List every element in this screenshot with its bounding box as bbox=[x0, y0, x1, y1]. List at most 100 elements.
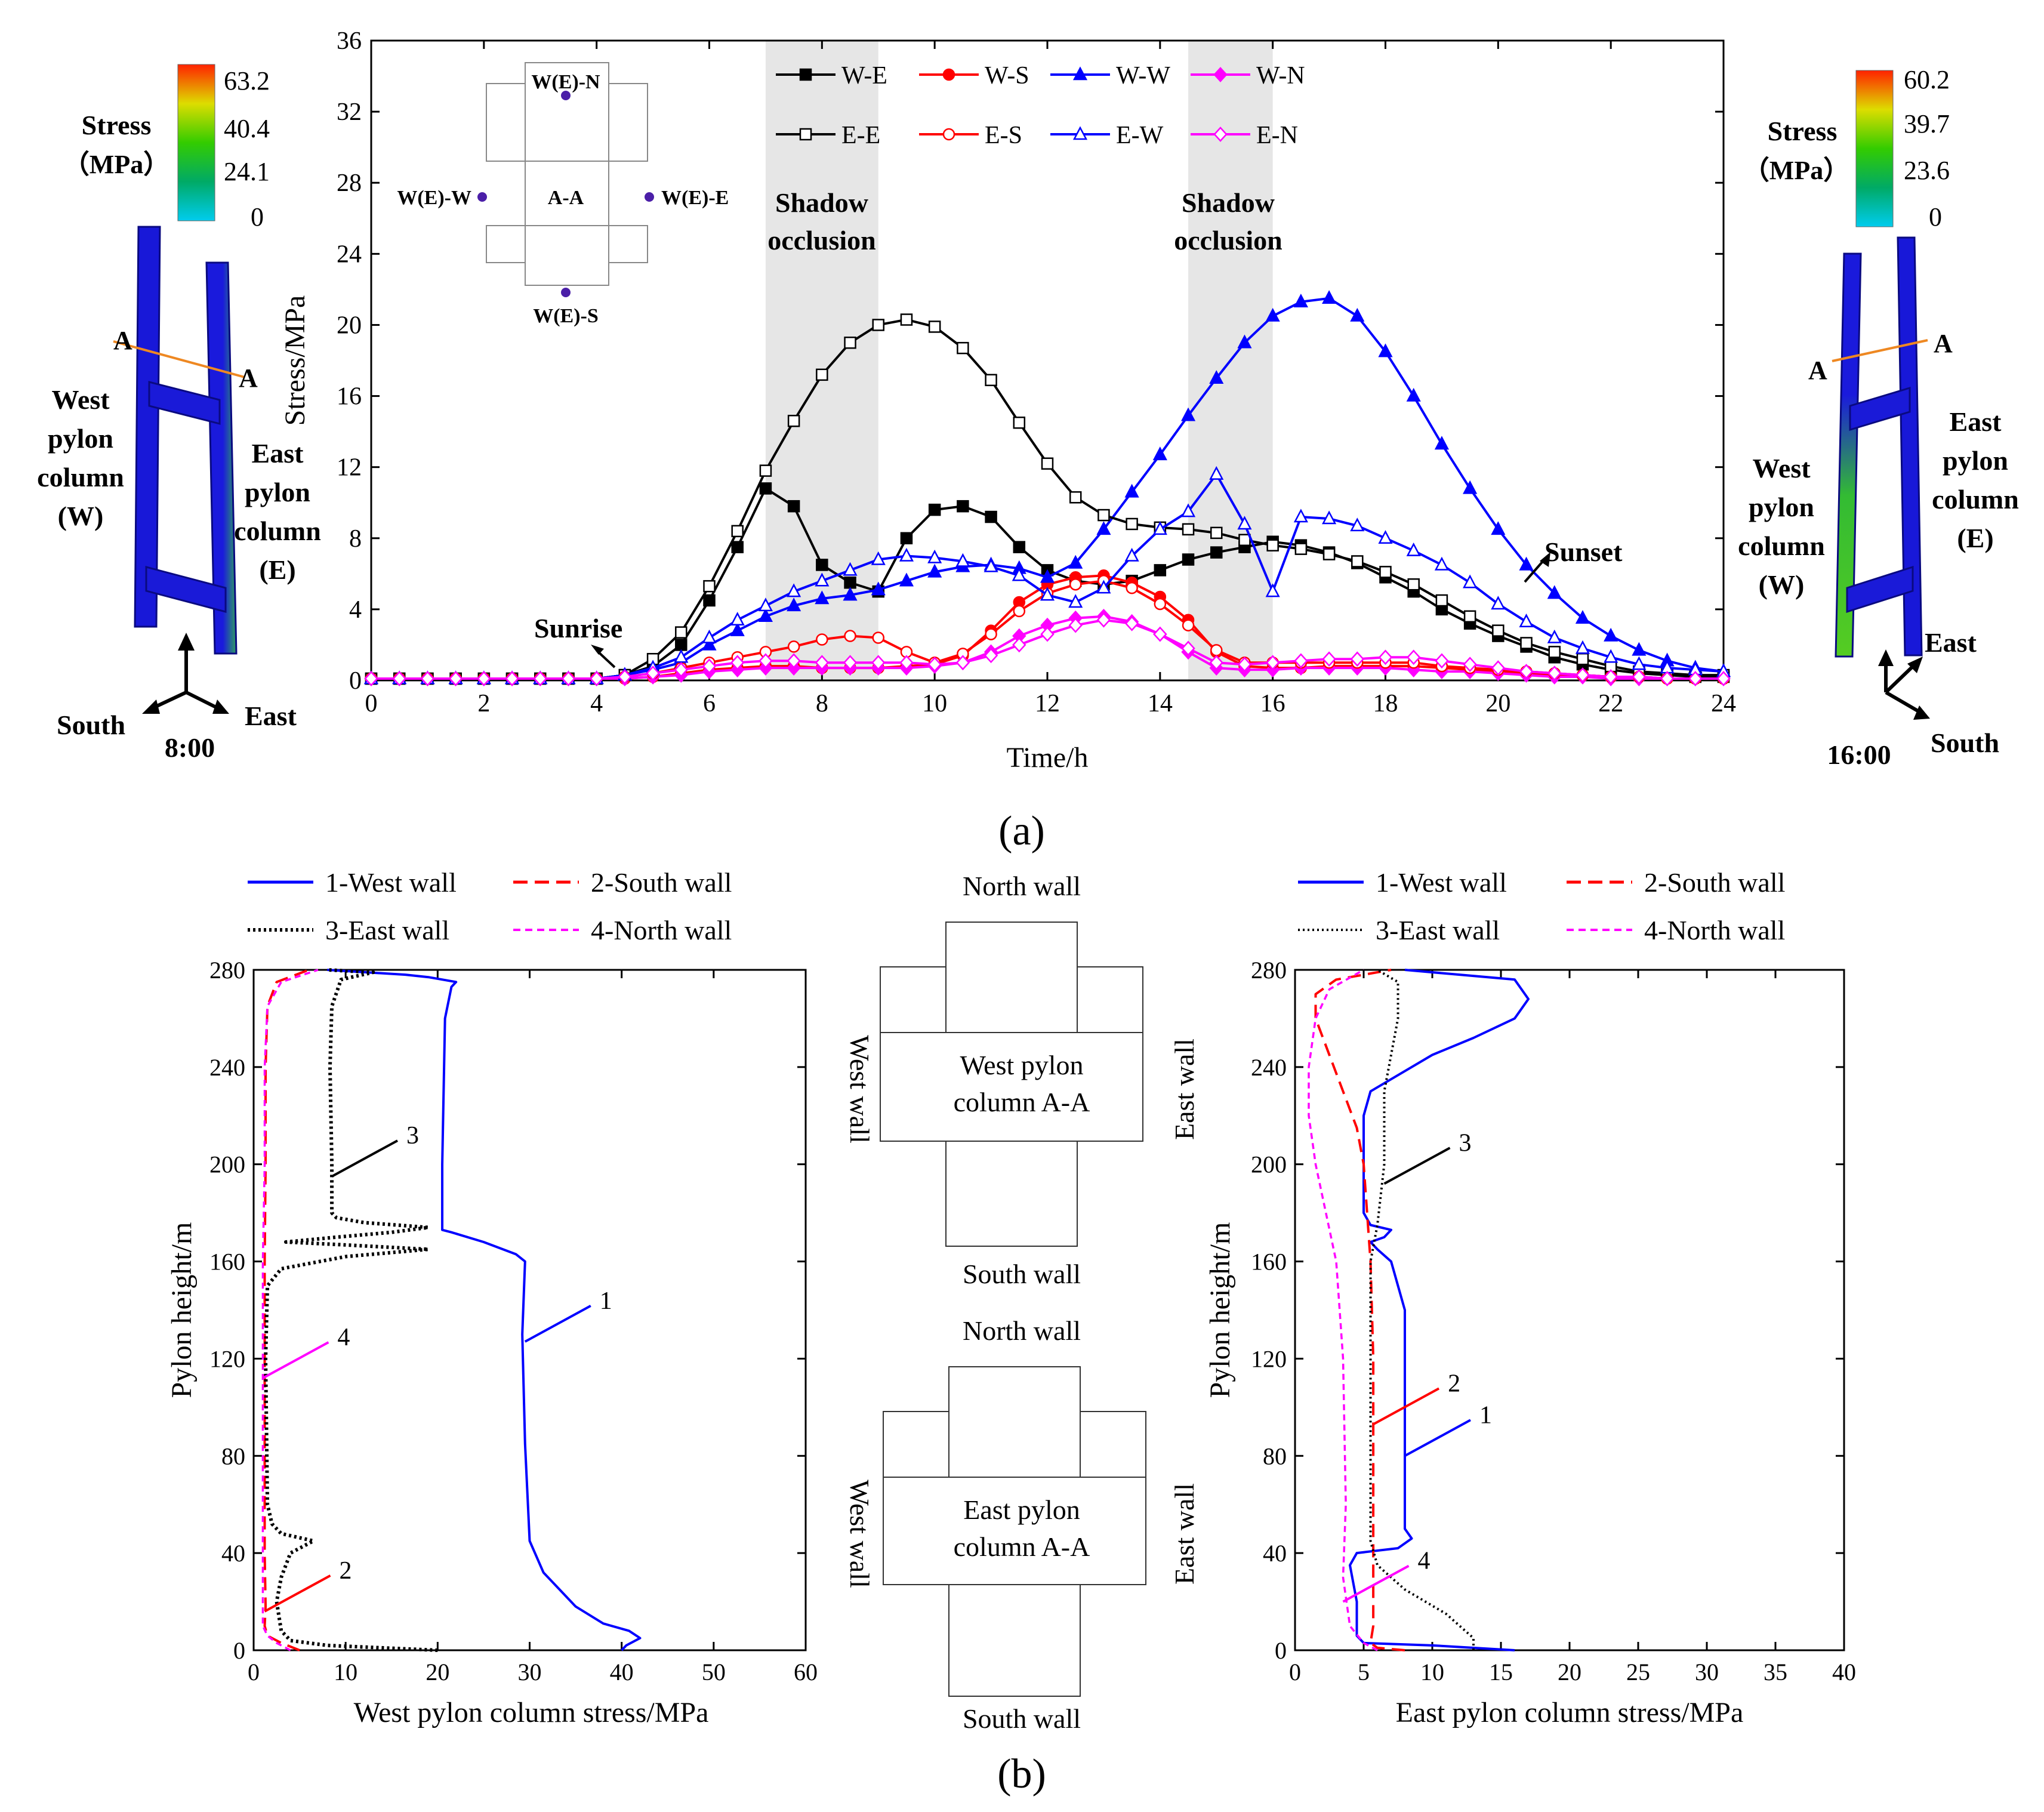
point-W-W bbox=[702, 636, 717, 651]
point-E-E bbox=[1463, 610, 1476, 623]
diag1-west: West wall bbox=[844, 1035, 875, 1144]
point-E-N bbox=[1435, 653, 1449, 669]
point-E-E bbox=[1294, 543, 1308, 555]
point-E-E bbox=[1435, 594, 1448, 607]
point-E-N bbox=[392, 671, 406, 686]
right-lower-beam bbox=[1846, 565, 1914, 614]
y-tick-label: 32 bbox=[337, 98, 362, 126]
right-stress-unit: （MPa） bbox=[1743, 156, 1849, 185]
legend-b-left-1: 1-West wall bbox=[325, 867, 457, 898]
profile-1-West-wall bbox=[327, 969, 642, 1651]
y-tick-label: 280 bbox=[1251, 957, 1287, 984]
point-E-W bbox=[984, 558, 998, 572]
point-E-N bbox=[646, 665, 660, 681]
point-E-N bbox=[871, 655, 886, 671]
point-E-N bbox=[984, 648, 998, 664]
point-E-N bbox=[1716, 671, 1731, 686]
inset-n: W(E)-N bbox=[531, 71, 600, 93]
point-E-W bbox=[1265, 583, 1280, 597]
point-E-N bbox=[730, 655, 745, 671]
point-W-W bbox=[1068, 554, 1083, 569]
y-tick-label: 120 bbox=[209, 1345, 245, 1372]
legend-label: E-W bbox=[1116, 122, 1164, 149]
x-tick-label: 4 bbox=[590, 690, 603, 717]
left-east-label-1: East bbox=[252, 438, 304, 469]
point-E-N bbox=[561, 671, 576, 686]
point-W-E bbox=[1210, 546, 1223, 559]
point-W-W bbox=[1378, 343, 1393, 358]
point-E-E bbox=[675, 626, 688, 639]
y-tick-label: 8 bbox=[349, 525, 362, 553]
callout-label-2: 2 bbox=[1448, 1370, 1460, 1397]
point-E-W bbox=[1237, 516, 1252, 530]
right-east-wall-label: East wall bbox=[1169, 1038, 1200, 1140]
diagram-west-section: North wall West pylon column A-A South w… bbox=[844, 871, 1143, 1289]
left-east-label-2: pylon bbox=[245, 477, 310, 507]
y-tick-label: 120 bbox=[1251, 1345, 1287, 1372]
point-E-N bbox=[1632, 669, 1647, 685]
left-west-label-1: West bbox=[51, 384, 110, 415]
legend-b-left-4: 4-North wall bbox=[591, 915, 732, 945]
diagram-east-section: North wall East pylon column A-A South w… bbox=[844, 1315, 1200, 1734]
shade-1-label-2: occlusion bbox=[767, 225, 875, 255]
point-E-S bbox=[1126, 581, 1138, 594]
y-tick-label: 240 bbox=[1251, 1054, 1287, 1081]
left-stress-unit: （MPa） bbox=[63, 150, 169, 179]
chart-b-left-frame bbox=[252, 969, 807, 1651]
point-E-E bbox=[1182, 523, 1195, 536]
y-tick-label: 40 bbox=[221, 1540, 245, 1567]
y-tick-label: 80 bbox=[221, 1443, 245, 1469]
right-model: Stress （MPa） 60.2 39.7 23.6 0 A A West p… bbox=[1738, 65, 2019, 770]
point-E-N bbox=[1294, 653, 1308, 669]
x-tick-label: 2 bbox=[477, 690, 490, 717]
inset-c: A-A bbox=[548, 187, 584, 209]
x-tick-label: 25 bbox=[1626, 1659, 1650, 1685]
point-E-S bbox=[872, 631, 884, 644]
y-tick-label: 4 bbox=[349, 596, 362, 624]
point-E-W bbox=[1040, 587, 1055, 601]
callout-label-3: 3 bbox=[1459, 1129, 1472, 1157]
callout-line-2 bbox=[264, 1574, 331, 1613]
point-E-N bbox=[1407, 649, 1421, 665]
legend-label: W-W bbox=[1116, 62, 1170, 90]
chart-b-right-frame bbox=[1294, 969, 1845, 1651]
point-E-W bbox=[1406, 542, 1421, 556]
point-E-N bbox=[1181, 640, 1195, 657]
point-W-W bbox=[758, 608, 773, 623]
point-E-W bbox=[674, 649, 689, 663]
callout-line-1 bbox=[524, 1305, 591, 1343]
point-E-E bbox=[731, 525, 744, 538]
legend-item-W-N: W-N bbox=[1191, 62, 1305, 90]
legend-marker bbox=[799, 128, 812, 141]
right-time: 16:00 bbox=[1827, 739, 1891, 770]
legend-marker bbox=[1213, 127, 1228, 142]
point-E-N bbox=[448, 671, 463, 686]
point-E-E bbox=[1097, 509, 1110, 522]
point-E-N bbox=[364, 671, 378, 686]
y-tick-label: 0 bbox=[1275, 1637, 1287, 1664]
y-tick-label: 16 bbox=[337, 383, 362, 411]
right-east-label-4: (E) bbox=[1957, 523, 1993, 553]
y-tick-label: 20 bbox=[337, 312, 362, 339]
point-E-N bbox=[1012, 637, 1026, 653]
x-tick-label: 50 bbox=[702, 1659, 726, 1685]
point-W-W bbox=[1237, 334, 1252, 349]
right-upper-beam bbox=[1849, 386, 1911, 432]
legend-item-W-S: W-S bbox=[919, 62, 1029, 90]
callout-line-3 bbox=[1383, 1147, 1451, 1185]
point-E-N bbox=[1040, 626, 1055, 642]
point-E-W bbox=[1068, 594, 1083, 608]
chart-a-legend: W-E W-S W-W W-N E-E E-S E-W E-N bbox=[776, 62, 1305, 149]
point-E-N bbox=[1096, 612, 1111, 628]
point-W-W bbox=[1265, 307, 1280, 322]
y-tick-label: 40 bbox=[1263, 1540, 1287, 1567]
point-E-S bbox=[787, 640, 800, 653]
point-E-S bbox=[844, 630, 856, 642]
y-tick-label: 200 bbox=[209, 1151, 245, 1178]
x-tick-label: 0 bbox=[365, 690, 378, 717]
right-scale-0: 60.2 bbox=[1904, 65, 1950, 94]
point-W-E bbox=[759, 482, 772, 495]
diag1-label-1: West pylon bbox=[960, 1050, 1083, 1080]
point-E-N bbox=[815, 655, 830, 671]
